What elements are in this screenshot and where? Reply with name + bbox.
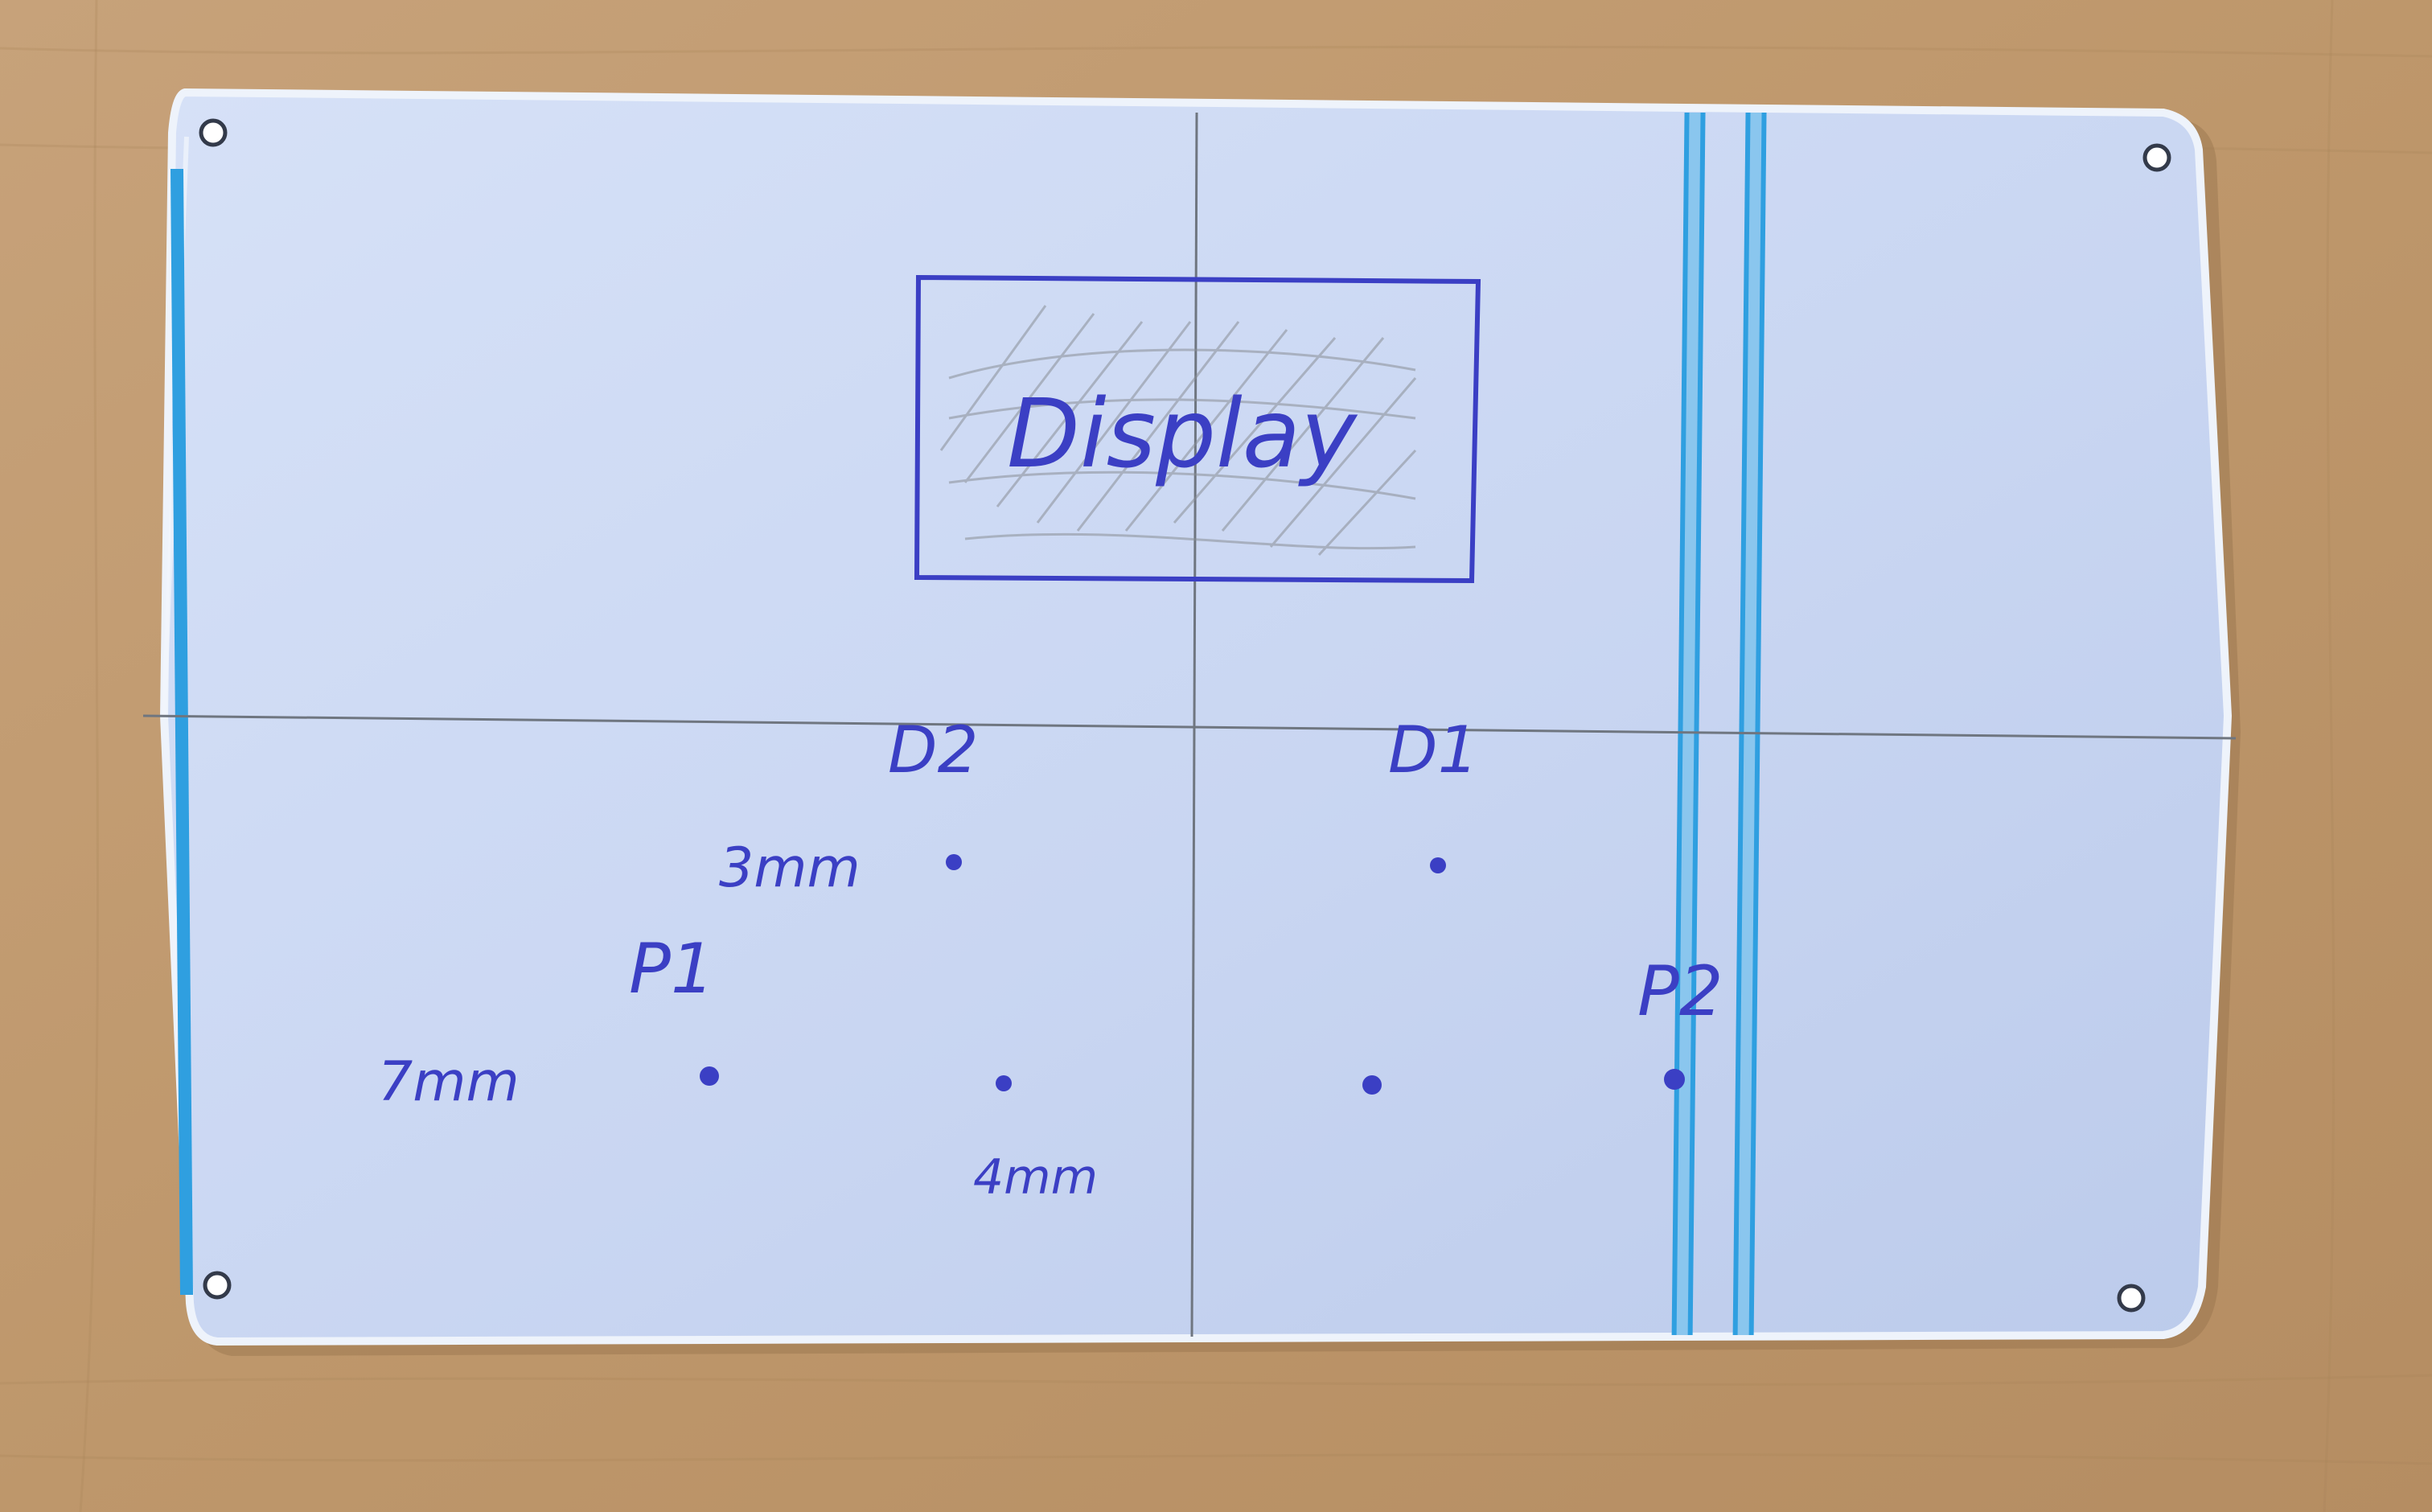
label-7mm: 7mm (378, 1050, 520, 1114)
handwritten-labels: D2 D1 3mm P1 P2 7mm 4mm (378, 713, 1723, 1206)
drill-hole-d2 (946, 854, 962, 870)
label-3mm: 3mm (719, 836, 861, 900)
label-4mm: 4mm (973, 1149, 1098, 1206)
metal-panel (159, 88, 2233, 1346)
hole-top-left (199, 118, 228, 147)
display-area: Display (914, 274, 1481, 584)
drill-hole-p1-left (700, 1066, 719, 1086)
drill-hole-d1 (1430, 857, 1446, 873)
display-label: Display (1007, 378, 1358, 489)
label-d1: D1 (1388, 713, 1479, 787)
drill-marks (700, 854, 1685, 1095)
hole-bottom-right (2117, 1284, 2146, 1313)
hole-bottom-left (203, 1271, 232, 1300)
label-p1: P1 (629, 929, 715, 1009)
pencil-horizontal-line (142, 714, 2237, 740)
display-rectangle (914, 274, 1481, 584)
stripe-gap-2 (1737, 113, 1762, 1335)
left-blue-stripe (170, 169, 193, 1295)
hole-top-right (2142, 143, 2171, 172)
label-p2: P2 (1637, 951, 1723, 1032)
mounting-holes (199, 118, 2171, 1313)
drill-hole-p2-right (1664, 1069, 1685, 1090)
drill-hole-p2-left (1362, 1075, 1382, 1095)
stripe-gap-1 (1676, 113, 1701, 1335)
pencil-vertical-line (1190, 112, 1198, 1337)
drill-hole-p1-right (996, 1075, 1012, 1091)
label-d2: D2 (888, 713, 979, 787)
pencil-shading (939, 305, 1417, 557)
